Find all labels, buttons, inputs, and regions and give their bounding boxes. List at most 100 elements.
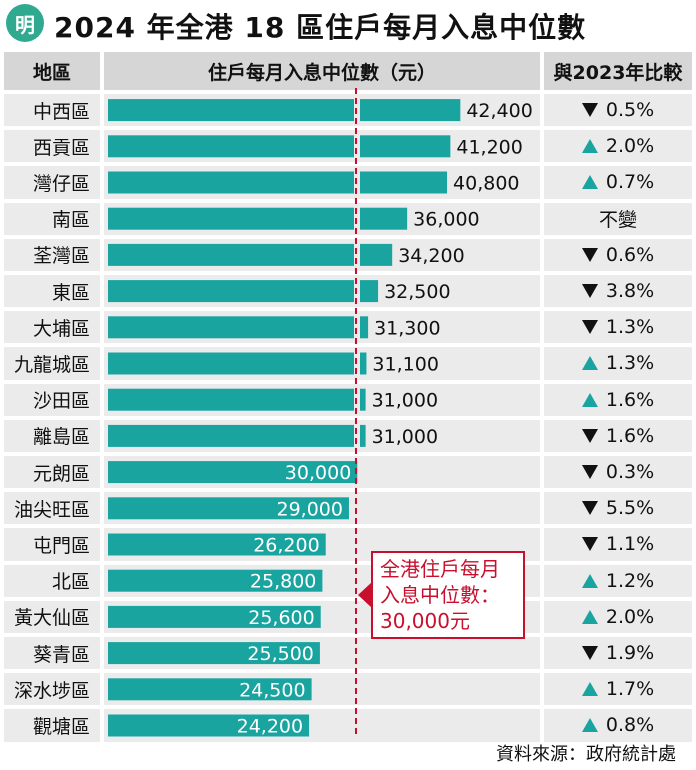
district-name: 沙田區 [32,390,90,413]
triangle-up-icon [581,573,598,588]
triangle-up-icon [581,175,598,190]
yoy-change: 0.7% [544,166,692,198]
yoy-change: 0.8% [544,709,692,741]
triangle-up-icon [581,356,598,371]
district-name: 九龍城區 [13,353,90,376]
change-text: 0.8% [605,714,655,737]
header: 明 2024 年全港 18 區住戶每月入息中位數 [0,0,696,48]
district-name: 大埔區 [32,317,90,340]
row-background [544,637,692,670]
district-name: 北區 [51,571,90,594]
district-name: 荃灣區 [32,245,90,268]
triangle-up-icon [581,718,598,733]
triangle-down-icon [581,537,598,552]
row-background [4,383,100,416]
row-background [544,456,692,489]
col-header-income: 住戶每月入息中位數（元） [104,52,540,90]
row-background [4,528,100,561]
change-text: 2.0% [605,135,655,158]
row-background [104,347,540,380]
row-background [544,94,692,127]
row-background [544,347,692,380]
district-name: 西貢區 [32,136,90,159]
triangle-up-icon [581,392,598,407]
row-background [104,528,540,561]
row-background [4,94,100,127]
change-text: 3.8% [605,280,655,303]
triangle-down-icon [581,646,598,661]
row-background [104,202,540,235]
row-background [544,419,692,452]
district-name: 東區 [51,281,90,304]
yoy-change: 1.1% [544,528,692,560]
row-background [544,709,692,742]
col-header-change: 與2023年比較 [544,52,692,90]
col-header-district: 地區 [4,52,100,90]
row-background [4,419,100,452]
row-background [4,202,100,235]
change-text: 0.7% [605,171,655,194]
row-background [544,528,692,561]
triangle-down-icon [581,501,598,516]
district-name: 離島區 [32,426,90,449]
district-name: 元朗區 [32,462,90,485]
row-background [4,347,100,380]
row-background [104,564,540,597]
change-text: 1.6% [605,388,655,411]
change-text: 不變 [598,209,637,232]
row-background [544,130,692,163]
change-text: 1.7% [605,678,655,701]
row-background [104,166,540,199]
yoy-change: 1.2% [544,565,692,597]
source-note: 資料來源：政府統計處 [496,744,676,765]
yoy-change: 1.3% [544,347,692,379]
row-background [104,492,540,525]
row-background [104,419,540,452]
row-background [104,311,540,344]
change-text: 1.6% [605,424,655,447]
district-name: 觀塘區 [32,715,90,738]
row-background [104,709,540,742]
change-text: 1.3% [605,316,655,339]
row-background [544,166,692,199]
row-background [104,383,540,416]
district-name: 中西區 [32,100,90,123]
triangle-up-icon [581,682,598,697]
yoy-change: 1.3% [544,311,692,343]
district-name: 屯門區 [32,534,90,557]
yoy-change: 1.9% [544,637,692,669]
row-background [4,709,100,742]
row-background [544,202,692,235]
row-background [4,275,100,308]
triangle-down-icon [581,247,598,262]
change-text: 1.1% [605,533,655,556]
yoy-change: 2.0% [544,130,692,162]
district-name: 灣仔區 [32,172,90,195]
row-background [544,383,692,416]
row-background [544,311,692,344]
row-background [544,492,692,525]
triangle-down-icon [581,320,598,335]
yoy-change: 不變 [544,203,692,235]
yoy-change: 1.6% [544,420,692,452]
yoy-change: 1.7% [544,673,692,705]
row-background [4,637,100,670]
change-text: 0.3% [605,461,655,484]
row-background [104,130,540,163]
change-text: 1.9% [605,642,655,665]
row-background [4,564,100,597]
row-background [4,130,100,163]
row-background [544,238,692,271]
change-text: 5.5% [605,497,655,520]
change-text: 2.0% [605,605,655,628]
change-text: 0.5% [605,99,655,122]
row-background [544,600,692,633]
district-name: 南區 [51,209,90,232]
chart-title: 2024 年全港 18 區住戶每月入息中位數 [54,11,587,44]
district-name: 深水埗區 [13,679,90,702]
yoy-change: 2.0% [544,601,692,633]
brand-logo: 明 [6,4,44,42]
district-name: 葵青區 [32,643,90,666]
row-background [4,311,100,344]
change-text: 1.3% [605,352,655,375]
